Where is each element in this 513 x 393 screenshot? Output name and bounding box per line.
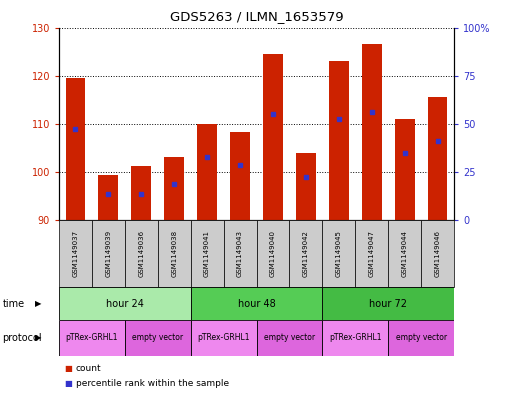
Bar [59, 220, 92, 287]
Bar [197, 124, 217, 220]
Text: protocol: protocol [3, 333, 42, 343]
Bar [388, 220, 421, 287]
Bar [59, 287, 191, 320]
Text: hour 72: hour 72 [369, 299, 407, 309]
Bar [230, 132, 250, 220]
Text: ▶: ▶ [35, 299, 42, 308]
Bar [355, 220, 388, 287]
Text: GSM1149047: GSM1149047 [369, 230, 374, 277]
Bar [125, 220, 158, 287]
Text: empty vector: empty vector [396, 334, 447, 342]
Bar [362, 44, 382, 220]
Text: time: time [3, 299, 25, 309]
Text: GSM1149042: GSM1149042 [303, 230, 309, 277]
Bar [289, 220, 322, 287]
Bar [322, 320, 388, 356]
Text: hour 24: hour 24 [106, 299, 144, 309]
Text: percentile rank within the sample: percentile rank within the sample [76, 379, 229, 387]
Text: count: count [76, 364, 102, 373]
Text: GSM1149046: GSM1149046 [435, 230, 441, 277]
Text: GSM1149045: GSM1149045 [336, 230, 342, 277]
Bar [428, 97, 447, 220]
Bar [191, 320, 256, 356]
Bar [66, 78, 85, 220]
Text: pTRex-GRHL1: pTRex-GRHL1 [66, 334, 118, 342]
Text: pTRex-GRHL1: pTRex-GRHL1 [198, 334, 250, 342]
Bar [92, 220, 125, 287]
Bar [421, 220, 454, 287]
Bar [329, 61, 349, 220]
Text: hour 48: hour 48 [238, 299, 275, 309]
Bar [164, 156, 184, 220]
Bar [59, 320, 125, 356]
Bar [191, 220, 224, 287]
Bar [394, 119, 415, 220]
Bar [98, 175, 118, 220]
Bar [388, 320, 454, 356]
Text: pTRex-GRHL1: pTRex-GRHL1 [329, 334, 382, 342]
Text: GSM1149041: GSM1149041 [204, 230, 210, 277]
Bar [224, 220, 256, 287]
Bar [131, 166, 151, 220]
Bar [322, 220, 355, 287]
Bar [158, 220, 191, 287]
Bar [322, 287, 454, 320]
Text: empty vector: empty vector [132, 334, 183, 342]
Text: GSM1149038: GSM1149038 [171, 230, 177, 277]
Text: ▶: ▶ [35, 334, 42, 342]
Bar [256, 220, 289, 287]
Bar [296, 152, 315, 220]
Text: empty vector: empty vector [264, 334, 315, 342]
Text: ■: ■ [64, 364, 72, 373]
Bar [263, 54, 283, 220]
Text: GSM1149043: GSM1149043 [237, 230, 243, 277]
Bar [125, 320, 191, 356]
Text: GSM1149040: GSM1149040 [270, 230, 276, 277]
Text: GSM1149037: GSM1149037 [72, 230, 78, 277]
Bar [191, 287, 322, 320]
Text: ■: ■ [64, 379, 72, 387]
Text: GSM1149039: GSM1149039 [105, 230, 111, 277]
Bar [256, 320, 322, 356]
Text: GSM1149036: GSM1149036 [139, 230, 144, 277]
Text: GSM1149044: GSM1149044 [402, 230, 408, 277]
Text: GDS5263 / ILMN_1653579: GDS5263 / ILMN_1653579 [170, 10, 343, 23]
